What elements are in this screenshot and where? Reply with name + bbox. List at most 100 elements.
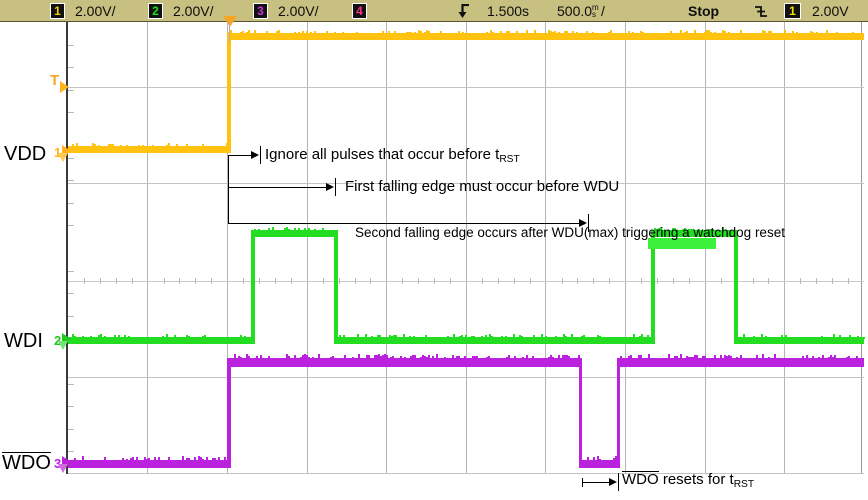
channel-1-number: 1 bbox=[54, 4, 61, 18]
waveform-noise-speckle bbox=[212, 458, 214, 461]
waveform-noise-speckle bbox=[555, 336, 557, 339]
waveform-noise-speckle bbox=[552, 32, 554, 35]
waveform-noise-speckle bbox=[785, 335, 787, 339]
waveform-noise-speckle bbox=[494, 34, 496, 35]
waveform-noise-speckle bbox=[414, 32, 416, 35]
trigger-level-value[interactable]: 2.00V bbox=[812, 3, 849, 19]
grid-hline bbox=[68, 183, 864, 184]
scope-graticule[interactable] bbox=[66, 16, 865, 474]
trigger-source-indicator[interactable]: 1 bbox=[784, 3, 801, 19]
trigger-level-marker[interactable]: T bbox=[50, 72, 59, 89]
vdd-noise-low bbox=[68, 143, 228, 148]
waveform-noise-speckle bbox=[795, 337, 797, 339]
waveform-noise-speckle bbox=[246, 354, 248, 359]
channel-1-indicator[interactable]: 1 bbox=[50, 3, 65, 19]
waveform-noise-speckle bbox=[698, 229, 700, 232]
waveform-noise-speckle bbox=[838, 33, 840, 35]
waveform-noise-speckle bbox=[491, 336, 493, 339]
waveform-noise-speckle bbox=[632, 32, 634, 35]
channel-1-marker-number: 1 bbox=[54, 145, 62, 160]
center-axis-minor-tick bbox=[689, 278, 690, 284]
channel-2-number: 2 bbox=[152, 4, 159, 18]
waveform-noise-speckle bbox=[286, 354, 288, 359]
left-axis-minor-tick bbox=[68, 384, 74, 385]
waveform-noise-speckle bbox=[668, 354, 670, 359]
center-axis-minor-tick bbox=[721, 278, 722, 284]
center-axis-minor-tick bbox=[530, 278, 531, 284]
wdo-noise-2 bbox=[230, 354, 580, 359]
grid-vline bbox=[784, 22, 785, 474]
waveform-noise-speckle bbox=[68, 146, 70, 148]
waveform-noise-speckle bbox=[138, 145, 140, 148]
waveform-noise-speckle bbox=[859, 337, 861, 339]
waveform-noise-speckle bbox=[290, 33, 292, 35]
timebase-value[interactable]: 500.0 m s / bbox=[557, 0, 605, 22]
waveform-noise-speckle bbox=[550, 355, 552, 359]
waveform-noise-speckle bbox=[692, 229, 694, 232]
waveform-noise-speckle bbox=[126, 145, 128, 148]
trigger-point-marker[interactable] bbox=[223, 16, 237, 28]
grid-vline bbox=[545, 22, 546, 474]
wdi-low-segment-1 bbox=[68, 337, 253, 344]
waveform-noise-speckle bbox=[371, 336, 373, 339]
waveform-noise-speckle bbox=[403, 334, 405, 339]
channel-3-scale[interactable]: 2.00V/ bbox=[278, 3, 319, 19]
waveform-noise-speckle bbox=[424, 32, 426, 35]
waveform-noise-speckle bbox=[124, 146, 126, 148]
waveform-noise-speckle bbox=[765, 336, 767, 339]
waveform-noise-speckle bbox=[476, 356, 478, 359]
delay-value[interactable]: 1.500s bbox=[487, 3, 530, 19]
waveform-noise-speckle bbox=[834, 355, 836, 359]
waveform-noise-speckle bbox=[242, 31, 244, 35]
waveform-noise-speckle bbox=[630, 34, 632, 35]
falling-edge-icon[interactable] bbox=[754, 4, 768, 19]
annotation-line-4-subscript: RST bbox=[733, 478, 755, 490]
center-axis-minor-tick bbox=[816, 278, 817, 284]
waveform-noise-speckle bbox=[379, 335, 381, 339]
waveform-noise-speckle bbox=[728, 355, 730, 359]
waveform-noise-speckle bbox=[332, 356, 334, 359]
channel-3-indicator[interactable]: 3 bbox=[253, 3, 268, 19]
waveform-noise-speckle bbox=[586, 31, 588, 35]
channel-2-scale[interactable]: 2.00V/ bbox=[173, 3, 214, 19]
waveform-noise-speckle bbox=[564, 355, 566, 359]
trigger-level-arrow-icon[interactable] bbox=[60, 80, 70, 94]
waveform-noise-speckle bbox=[194, 338, 196, 339]
waveform-noise-speckle bbox=[684, 228, 686, 232]
annotation-3-drop-line bbox=[228, 187, 229, 223]
waveform-noise-speckle bbox=[810, 31, 812, 35]
waveform-noise-speckle bbox=[318, 230, 320, 232]
waveform-noise-speckle bbox=[284, 33, 286, 35]
waveform-noise-speckle bbox=[519, 335, 521, 339]
trigger-point-line bbox=[229, 22, 230, 42]
waveform-noise-speckle bbox=[654, 228, 656, 232]
waveform-noise-speckle bbox=[330, 357, 332, 359]
waveform-noise-speckle bbox=[142, 145, 144, 148]
wdi-low-segment-2 bbox=[336, 337, 653, 344]
waveform-noise-speckle bbox=[457, 338, 459, 339]
channel-2-indicator[interactable]: 2 bbox=[148, 3, 163, 19]
channel-3-ground-marker[interactable]: 3 bbox=[54, 457, 61, 470]
channel-4-indicator[interactable]: 4 bbox=[352, 3, 367, 19]
waveform-noise-speckle bbox=[853, 337, 855, 339]
waveform-noise-speckle bbox=[214, 458, 216, 461]
waveform-noise-speckle bbox=[704, 32, 706, 35]
waveform-noise-speckle bbox=[400, 356, 402, 359]
waveform-noise-speckle bbox=[426, 357, 428, 359]
channel-3-marker-number: 3 bbox=[54, 456, 62, 471]
channel-2-ground-marker[interactable]: 2 bbox=[54, 334, 61, 347]
waveform-noise-speckle bbox=[222, 146, 224, 148]
annotation-2-arrow-line bbox=[228, 187, 327, 188]
waveform-noise-speckle bbox=[630, 355, 632, 359]
channel-1-scale[interactable]: 2.00V/ bbox=[75, 3, 116, 19]
waveform-noise-speckle bbox=[314, 229, 316, 232]
waveform-noise-speckle bbox=[198, 456, 200, 461]
center-axis-minor-tick bbox=[355, 278, 356, 284]
channel-1-ground-marker[interactable]: 1 bbox=[54, 146, 61, 159]
center-axis-minor-tick bbox=[100, 278, 101, 284]
waveform-noise-speckle bbox=[300, 357, 302, 359]
waveform-noise-speckle bbox=[136, 457, 138, 461]
run-state[interactable]: Stop bbox=[688, 3, 720, 19]
waveform-noise-speckle bbox=[676, 33, 678, 35]
waveform-noise-speckle bbox=[94, 144, 96, 148]
